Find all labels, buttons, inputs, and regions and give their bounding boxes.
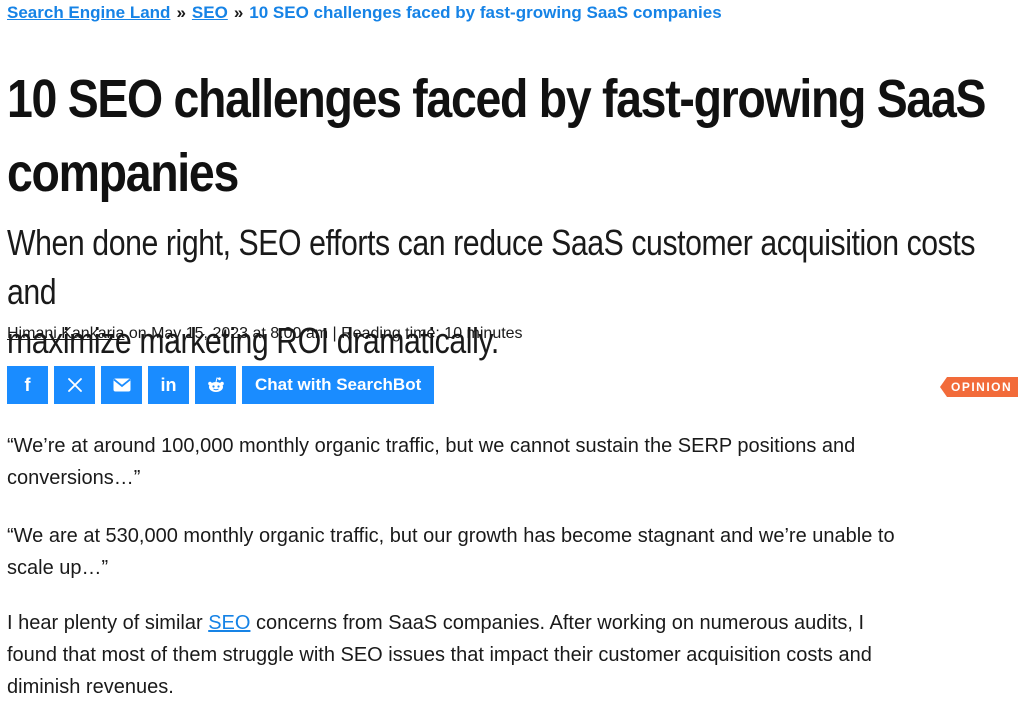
paragraph-1: “We’re at around 100,000 monthly organic… bbox=[7, 430, 1007, 494]
paragraph-2-line2: scale up…” bbox=[7, 557, 109, 579]
paragraph-3-line3: diminish revenues. bbox=[7, 676, 174, 698]
facebook-share-button[interactable]: f bbox=[7, 366, 48, 404]
facebook-icon: f bbox=[24, 374, 31, 395]
badge-notch bbox=[940, 377, 947, 397]
breadcrumb-category-link[interactable]: SEO bbox=[191, 3, 228, 22]
breadcrumb-separator: » bbox=[176, 3, 186, 22]
linkedin-icon: in bbox=[160, 374, 177, 395]
seo-inline-link[interactable]: SEO bbox=[208, 612, 251, 634]
paragraph-1-line2: conversions…” bbox=[7, 467, 141, 489]
article-title-line2: companies bbox=[7, 143, 239, 203]
paragraph-3-line2: found that most of them struggle with SE… bbox=[7, 644, 872, 666]
breadcrumb-current: 10 SEO challenges faced by fast-growing … bbox=[249, 3, 722, 22]
paragraph-3: I hear plenty of similar SEO concerns fr… bbox=[7, 607, 1007, 703]
article-subtitle-line2: maximize marketing ROI dramatically. bbox=[7, 320, 499, 361]
reddit-icon bbox=[207, 377, 225, 393]
publish-info: on May 15, 2023 at 8:00 am | Reading tim… bbox=[124, 325, 523, 342]
linkedin-share-button[interactable]: in bbox=[148, 366, 189, 404]
article-subtitle-line1: When done right, SEO efforts can reduce … bbox=[7, 222, 976, 312]
article-subtitle: When done right, SEO efforts can reduce … bbox=[7, 218, 998, 365]
paragraph-3-text-after-link: concerns from SaaS companies. After work… bbox=[250, 612, 865, 634]
breadcrumb-separator: » bbox=[233, 3, 244, 22]
x-share-button[interactable] bbox=[54, 366, 95, 404]
share-bar: f in bbox=[7, 366, 435, 404]
paragraph-2-line1: “We are at 530,000 monthly organic traff… bbox=[7, 525, 895, 547]
article-title-line1: 10 SEO challenges faced by fast-growing … bbox=[7, 69, 986, 129]
opinion-badge-label: OPINION bbox=[947, 377, 1019, 397]
chat-with-searchbot-button[interactable]: Chat with SearchBot bbox=[242, 366, 435, 404]
breadcrumb: Search Engine Land » SEO » 10 SEO challenges… bbox=[7, 3, 722, 23]
breadcrumb-home-link[interactable]: Search Engine Land bbox=[7, 3, 171, 22]
opinion-badge: OPINION bbox=[940, 377, 1019, 397]
article-title: 10 SEO challenges faced by fast-growing … bbox=[7, 62, 1013, 210]
paragraph-1-line1: “We’re at around 100,000 monthly organic… bbox=[7, 435, 856, 457]
x-icon bbox=[67, 377, 83, 393]
email-share-button[interactable] bbox=[101, 366, 142, 404]
paragraph-2: “We are at 530,000 monthly organic traff… bbox=[7, 520, 1007, 584]
byline: Himani Kankaria on May 15, 2023 at 8:00 … bbox=[7, 325, 523, 343]
reddit-share-button[interactable] bbox=[195, 366, 236, 404]
paragraph-3-text-before-link: I hear plenty of similar bbox=[7, 612, 209, 634]
envelope-icon bbox=[112, 378, 131, 392]
author-link[interactable]: Himani Kankaria bbox=[7, 325, 125, 342]
